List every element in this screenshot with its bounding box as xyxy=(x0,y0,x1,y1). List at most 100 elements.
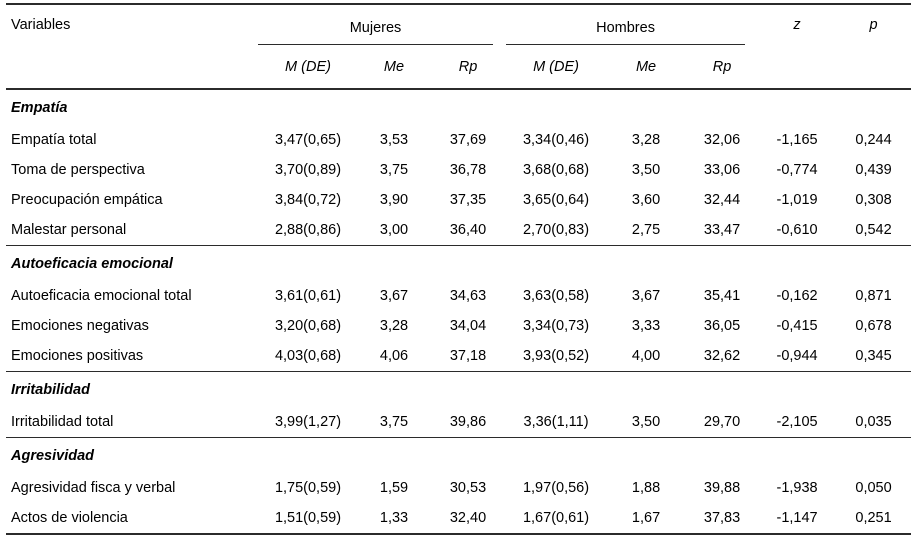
cell-value: 36,05 xyxy=(703,318,741,334)
group-header-hombres: Hombres xyxy=(506,4,758,45)
cell-value: 3,36(1,11) xyxy=(523,414,589,430)
row-label: Emociones positivas xyxy=(11,348,144,364)
subheader-mde-mujeres: M (DE) xyxy=(258,45,358,90)
cell-value: 34,63 xyxy=(449,288,487,304)
subheader-me-mujeres: Me xyxy=(358,45,430,90)
row-label: Preocupación empática xyxy=(11,192,163,208)
table-row: Agresividad fisca y verbal 1,75(0,59) 1,59… xyxy=(6,473,911,503)
section-header: Agresividad xyxy=(6,437,912,473)
cell-value: 3,75 xyxy=(379,414,409,430)
row-label: Irritabilidad total xyxy=(11,414,114,430)
cell-value: 1,59 xyxy=(379,480,409,496)
row-label: Actos de violencia xyxy=(11,510,128,526)
cell-value: 33,47 xyxy=(703,222,741,238)
row-label: Agresividad fisca y verbal xyxy=(11,480,176,496)
table-row: Irritabilidad total 3,99(1,27) 3,75 39,86 3,… xyxy=(6,407,911,438)
cell-value: 3,60 xyxy=(631,192,661,208)
cell-value: 1,88 xyxy=(631,480,661,496)
cell-value: -0,415 xyxy=(776,318,818,334)
cell-value: 3,50 xyxy=(631,414,661,430)
table-row: Emociones positivas 4,03(0,68) 4,06 37,18 3,… xyxy=(6,341,911,372)
cell-value: 4,00 xyxy=(631,348,661,364)
cell-value: 3,47(0,65) xyxy=(274,132,342,148)
group-label-mujeres: Mujeres xyxy=(258,9,494,45)
cell-value: 1,75(0,59) xyxy=(274,480,342,496)
cell-value: 3,67 xyxy=(379,288,409,304)
cell-value: 3,67 xyxy=(631,288,661,304)
cell-value: 1,33 xyxy=(379,510,409,526)
column-header-variables: Variables xyxy=(11,17,71,33)
empty-header-cell xyxy=(6,45,258,90)
cell-value: 39,88 xyxy=(703,480,741,496)
row-label: Emociones negativas xyxy=(11,318,149,334)
cell-value: 3,28 xyxy=(379,318,409,334)
cell-value: 29,70 xyxy=(703,414,741,430)
cell-value: 37,18 xyxy=(449,348,487,364)
section-header: Empatía xyxy=(6,88,912,125)
row-label: Autoeficacia emocional total xyxy=(11,288,192,304)
row-label: Toma de perspectiva xyxy=(11,162,145,178)
cell-value: 39,86 xyxy=(449,414,487,430)
cell-value: 32,62 xyxy=(703,348,741,364)
table-row: Actos de violencia 1,51(0,59) 1,33 32,40 1,6… xyxy=(6,503,911,534)
cell-value: 0,251 xyxy=(855,510,892,526)
cell-value: 0,244 xyxy=(855,132,892,148)
cell-value: 1,97(0,56) xyxy=(522,480,590,496)
cell-value: 3,20(0,68) xyxy=(274,318,342,334)
cell-value: 3,61(0,61) xyxy=(274,288,342,304)
cell-value: 1,67(0,61) xyxy=(522,510,590,526)
table-row: Empatía total 3,47(0,65) 3,53 37,69 3,34(0,4… xyxy=(6,125,911,155)
cell-value: 3,63(0,58) xyxy=(522,288,590,304)
cell-value: 3,68(0,68) xyxy=(522,162,590,178)
cell-value: 33,06 xyxy=(703,162,741,178)
cell-value: 37,69 xyxy=(449,132,487,148)
subheader-rp-hombres: Rp xyxy=(686,45,759,90)
cell-value: 4,03(0,68) xyxy=(274,348,342,364)
section-header: Irritabilidad xyxy=(6,371,912,407)
cell-value: -1,147 xyxy=(776,510,818,526)
cell-value: 1,67 xyxy=(631,510,661,526)
cell-value: 3,50 xyxy=(631,162,661,178)
cell-value: 0,050 xyxy=(855,480,892,496)
cell-value: 3,33 xyxy=(631,318,661,334)
cell-value: -1,938 xyxy=(776,480,818,496)
table-body: Empatía Empatía total 3,47(0,65) 3,53 37,69 3… xyxy=(6,88,912,534)
section-row: Autoeficacia emocional xyxy=(6,245,912,281)
column-header-z: z xyxy=(793,17,801,33)
header-row-groups: Variables Mujeres Hombres z p xyxy=(6,4,911,45)
cell-value: 2,88(0,86) xyxy=(274,222,342,238)
cell-value: 37,83 xyxy=(703,510,741,526)
cell-value: -0,944 xyxy=(776,348,818,364)
section-header: Autoeficacia emocional xyxy=(6,245,912,281)
row-label: Malestar personal xyxy=(11,222,127,238)
cell-value: 3,75 xyxy=(379,162,409,178)
cell-value: 34,04 xyxy=(449,318,487,334)
table-row: Preocupación empática 3,84(0,72) 3,90 37,35… xyxy=(6,185,911,215)
cell-value: -0,162 xyxy=(776,288,818,304)
cell-value: 3,00 xyxy=(379,222,409,238)
subheader-me-hombres: Me xyxy=(606,45,687,90)
cell-value: 37,35 xyxy=(449,192,487,208)
cell-value: 3,34(0,73) xyxy=(522,318,590,334)
cell-value: -2,105 xyxy=(776,414,818,430)
cell-value: 2,70(0,83) xyxy=(522,222,590,238)
table-row: Autoeficacia emocional total 3,61(0,61) 3,… xyxy=(6,281,911,311)
cell-value: 0,439 xyxy=(855,162,892,178)
cell-value: 32,40 xyxy=(449,510,487,526)
cell-value: -1,019 xyxy=(776,192,818,208)
cell-value: 35,41 xyxy=(703,288,741,304)
cell-value: 30,53 xyxy=(449,480,487,496)
cell-value: 3,99(1,27) xyxy=(274,414,342,430)
table-row: Toma de perspectiva 3,70(0,89) 3,75 36,78 3,… xyxy=(6,155,911,185)
section-row: Agresividad xyxy=(6,437,912,473)
cell-value: 0,345 xyxy=(855,348,892,364)
cell-value: 1,51(0,59) xyxy=(274,510,342,526)
group-label-hombres: Hombres xyxy=(506,9,746,45)
section-row: Empatía xyxy=(6,88,912,125)
cell-value: 32,06 xyxy=(703,132,741,148)
empty-header-cell xyxy=(758,45,837,90)
cell-value: 4,06 xyxy=(379,348,409,364)
cell-value: 2,75 xyxy=(631,222,661,238)
cell-value: 0,678 xyxy=(855,318,892,334)
